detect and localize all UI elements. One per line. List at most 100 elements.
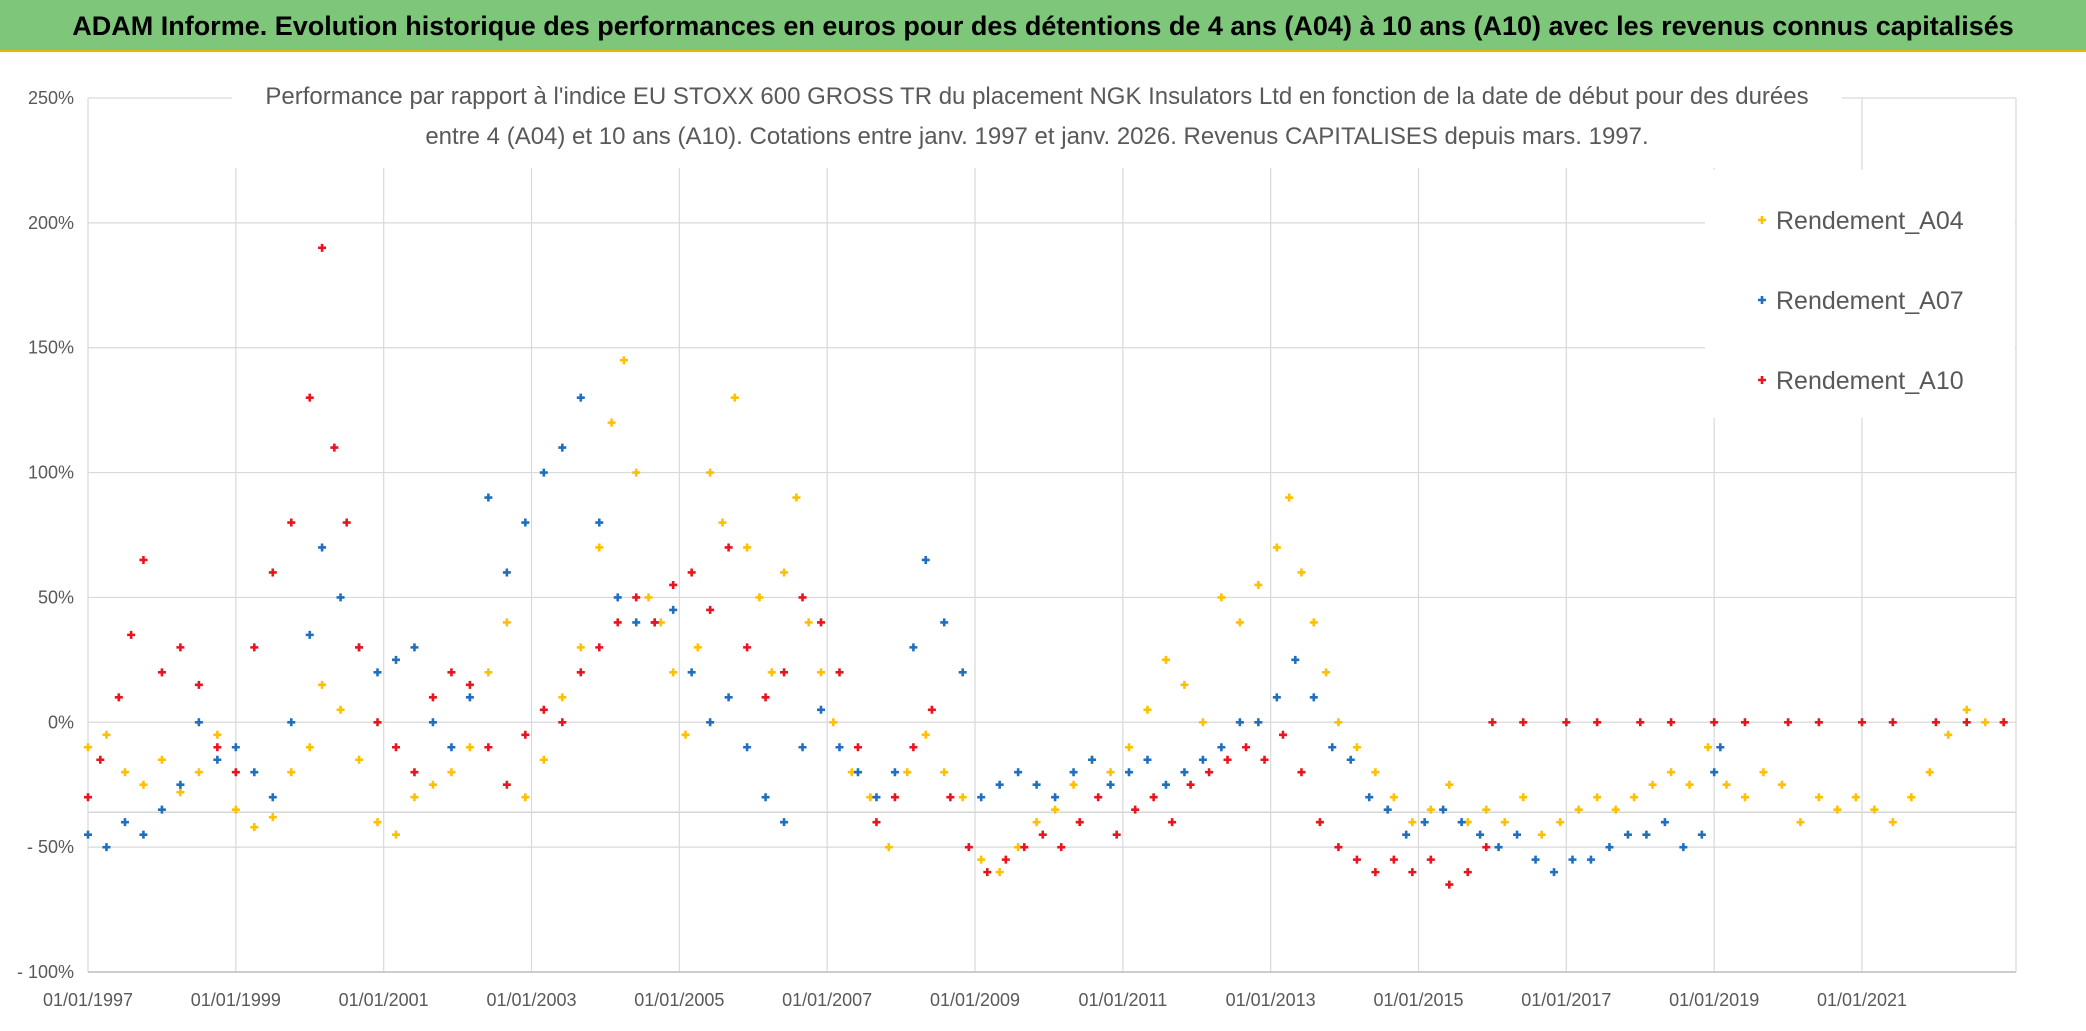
data-point bbox=[428, 780, 437, 789]
data-point bbox=[1593, 793, 1602, 802]
data-point bbox=[798, 743, 807, 752]
data-point bbox=[355, 643, 364, 652]
data-point bbox=[336, 593, 345, 602]
data-point bbox=[1106, 780, 1115, 789]
data-point bbox=[1944, 730, 1953, 739]
data-point bbox=[817, 705, 826, 714]
data-point bbox=[1476, 830, 1485, 839]
data-point bbox=[139, 830, 148, 839]
data-point bbox=[909, 643, 918, 652]
data-point bbox=[1482, 805, 1491, 814]
data-point bbox=[1439, 805, 1448, 814]
data-point bbox=[1383, 805, 1392, 814]
data-point bbox=[780, 568, 789, 577]
x-tick-label: 01/01/2021 bbox=[1817, 990, 1907, 1010]
data-point bbox=[355, 755, 364, 764]
data-point bbox=[983, 868, 992, 877]
data-point bbox=[391, 743, 400, 752]
data-point bbox=[1371, 768, 1380, 777]
report-banner: ADAM Informe. Evolution historique des p… bbox=[0, 0, 2086, 52]
data-point bbox=[595, 518, 604, 527]
data-point bbox=[1389, 855, 1398, 864]
x-tick-label: 01/01/1999 bbox=[191, 990, 281, 1010]
data-point bbox=[330, 443, 339, 452]
data-point bbox=[1254, 718, 1263, 727]
data-point bbox=[1925, 768, 1934, 777]
data-point bbox=[1796, 818, 1805, 827]
data-point bbox=[921, 555, 930, 564]
y-tick-label: - 50% bbox=[27, 837, 74, 857]
data-point bbox=[268, 793, 277, 802]
data-point bbox=[1445, 780, 1454, 789]
data-point bbox=[1051, 793, 1060, 802]
data-point bbox=[595, 543, 604, 552]
data-point bbox=[1020, 843, 1029, 852]
performance-chart: - 100% - 50% 0% 50% 100% 150% 200% 250% 01/01/19… bbox=[0, 52, 2086, 1031]
data-point bbox=[231, 805, 240, 814]
data-point bbox=[1740, 718, 1749, 727]
data-point bbox=[157, 755, 166, 764]
data-point bbox=[1309, 618, 1318, 627]
data-point bbox=[1408, 818, 1417, 827]
data-point bbox=[250, 823, 259, 832]
data-point bbox=[231, 768, 240, 777]
data-point bbox=[305, 393, 314, 402]
data-point bbox=[1445, 880, 1454, 889]
data-point bbox=[428, 693, 437, 702]
data-point bbox=[792, 493, 801, 502]
data-point bbox=[693, 643, 702, 652]
data-point bbox=[755, 593, 764, 602]
data-point bbox=[946, 793, 955, 802]
data-point bbox=[1851, 793, 1860, 802]
data-point bbox=[1235, 718, 1244, 727]
data-point bbox=[1198, 755, 1207, 764]
data-point bbox=[1858, 718, 1867, 727]
data-point bbox=[706, 718, 715, 727]
data-point bbox=[1667, 718, 1676, 727]
data-point bbox=[1931, 718, 1940, 727]
data-point bbox=[539, 755, 548, 764]
data-point bbox=[410, 793, 419, 802]
data-point bbox=[1420, 818, 1429, 827]
y-tick-label: 100% bbox=[28, 463, 74, 483]
report-title: ADAM Informe. Evolution historique des p… bbox=[72, 11, 2014, 41]
y-tick-label: 50% bbox=[38, 587, 74, 607]
data-point bbox=[1981, 718, 1990, 727]
data-point bbox=[706, 468, 715, 477]
data-point bbox=[724, 543, 733, 552]
data-point bbox=[287, 718, 296, 727]
data-point bbox=[1272, 693, 1281, 702]
data-point bbox=[1519, 793, 1528, 802]
data-point bbox=[213, 730, 222, 739]
data-point bbox=[1112, 830, 1121, 839]
x-tick-label: 01/01/2019 bbox=[1669, 990, 1759, 1010]
series-Rendement_A07 bbox=[84, 393, 1725, 877]
data-point bbox=[521, 518, 530, 527]
data-point bbox=[1556, 818, 1565, 827]
y-tick-label: - 100% bbox=[17, 962, 74, 982]
data-point bbox=[1094, 793, 1103, 802]
data-point bbox=[607, 418, 616, 427]
data-point bbox=[1999, 718, 2008, 727]
data-point bbox=[1278, 730, 1287, 739]
data-point bbox=[250, 768, 259, 777]
data-point bbox=[1161, 780, 1170, 789]
data-point bbox=[1494, 843, 1503, 852]
data-point bbox=[1710, 768, 1719, 777]
data-point bbox=[539, 705, 548, 714]
data-point bbox=[502, 568, 511, 577]
data-point bbox=[958, 793, 967, 802]
data-point bbox=[853, 768, 862, 777]
data-point bbox=[213, 755, 222, 764]
x-tick-label: 01/01/2001 bbox=[339, 990, 429, 1010]
data-point bbox=[1777, 780, 1786, 789]
data-point bbox=[1623, 830, 1632, 839]
series-Rendement_A10 bbox=[84, 243, 2008, 889]
data-point bbox=[1198, 718, 1207, 727]
data-point bbox=[835, 668, 844, 677]
data-point bbox=[1217, 593, 1226, 602]
data-point bbox=[576, 643, 585, 652]
data-point bbox=[120, 818, 129, 827]
data-point bbox=[484, 668, 493, 677]
data-point bbox=[373, 718, 382, 727]
